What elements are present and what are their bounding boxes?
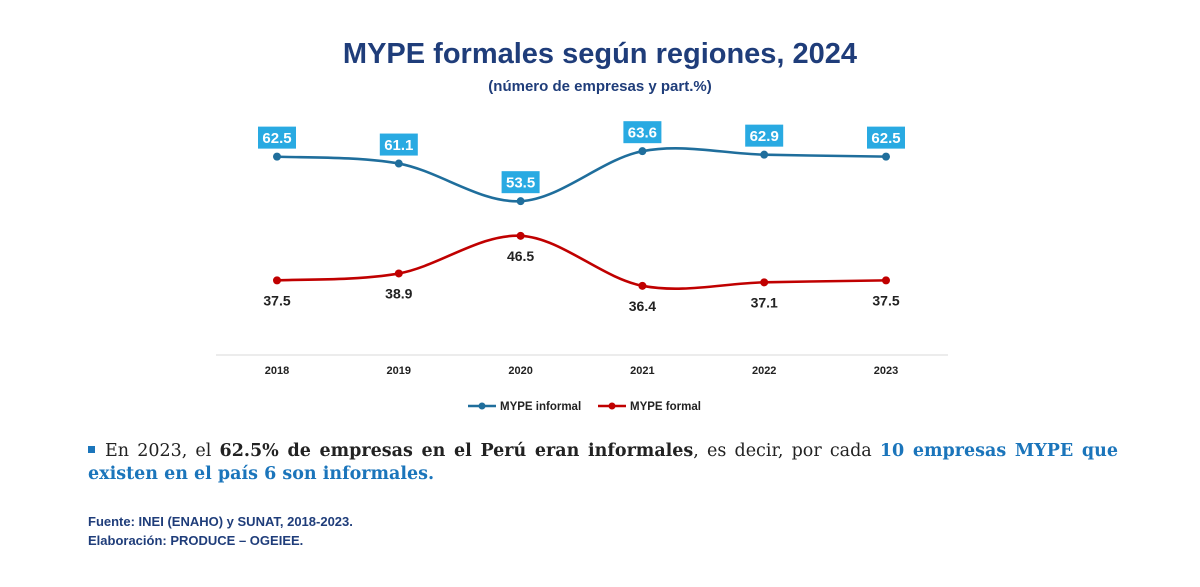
note-text-1: En 2023, el: [105, 441, 220, 461]
data-label-box: [501, 171, 540, 194]
x-tick-label: 2019: [387, 365, 411, 377]
data-label: 37.5: [872, 292, 899, 308]
x-tick-label: 2021: [630, 365, 654, 377]
data-point: [638, 281, 647, 290]
data-point: [882, 276, 890, 285]
data-point: [394, 269, 403, 278]
data-point: [882, 152, 890, 161]
data-point: [638, 147, 647, 156]
note-text-2: , es decir, por cada: [693, 441, 880, 461]
data-label-box: [379, 133, 418, 156]
data-label: 62.5: [262, 130, 291, 147]
line-chart: 2018 2019 2020 2021 2022 2023 62.5 61.1 53.5 63.6…: [216, 121, 948, 413]
data-label: 37.5: [263, 292, 290, 308]
data-point: [516, 197, 525, 206]
x-tick-label: 2023: [874, 365, 898, 377]
x-tick-label: 2018: [265, 365, 289, 377]
source-block: Fuente: INEI (ENAHO) y SUNAT, 2018-2023.…: [88, 512, 353, 550]
data-label: 53.5: [506, 175, 535, 192]
data-label: 63.6: [628, 125, 657, 142]
data-point: [516, 231, 525, 240]
note-bold-1: 62.5% de empresas en el Perú eran inform…: [219, 441, 694, 461]
data-label: 37.1: [751, 294, 778, 310]
data-label: 62.9: [750, 128, 779, 145]
data-point: [273, 152, 281, 161]
legend-entry: MYPE formal: [630, 401, 701, 413]
data-label: 38.9: [385, 285, 412, 301]
data-label: 62.5: [871, 130, 900, 147]
x-tick-label: 2020: [508, 365, 532, 377]
legend-marker: [608, 402, 616, 410]
chart-subtitle: (número de empresas y part.%): [488, 78, 712, 95]
elaboration-line: Elaboración: PRODUCE – OGEIEE.: [88, 533, 304, 548]
data-point: [394, 159, 403, 168]
data-label-box: [867, 126, 905, 149]
source-line: Fuente: INEI (ENAHO) y SUNAT, 2018-2023.: [88, 514, 353, 529]
note-bold-2: 10 empresas MYPE que existen en el país …: [88, 441, 1118, 484]
series-line-formal: [276, 234, 887, 290]
summary-note: En 2023, el 62.5% de empresas en el Perú…: [88, 440, 1118, 486]
data-label-box: [623, 121, 662, 144]
data-point: [760, 278, 769, 287]
chart-title: MYPE formales según regiones, 2024: [342, 38, 858, 70]
series-line-informal: [276, 147, 887, 203]
data-point: [760, 150, 769, 159]
data-label: 46.5: [507, 248, 534, 264]
data-point: [273, 276, 281, 285]
data-label: 36.4: [629, 298, 656, 314]
data-label: 61.1: [384, 137, 413, 154]
legend-marker: [478, 402, 486, 410]
legend-entry: MYPE informal: [500, 401, 581, 413]
data-label-box: [745, 124, 784, 147]
data-label-box: [258, 126, 296, 149]
bullet-square-icon: [88, 446, 95, 453]
x-tick-label: 2022: [752, 365, 776, 377]
